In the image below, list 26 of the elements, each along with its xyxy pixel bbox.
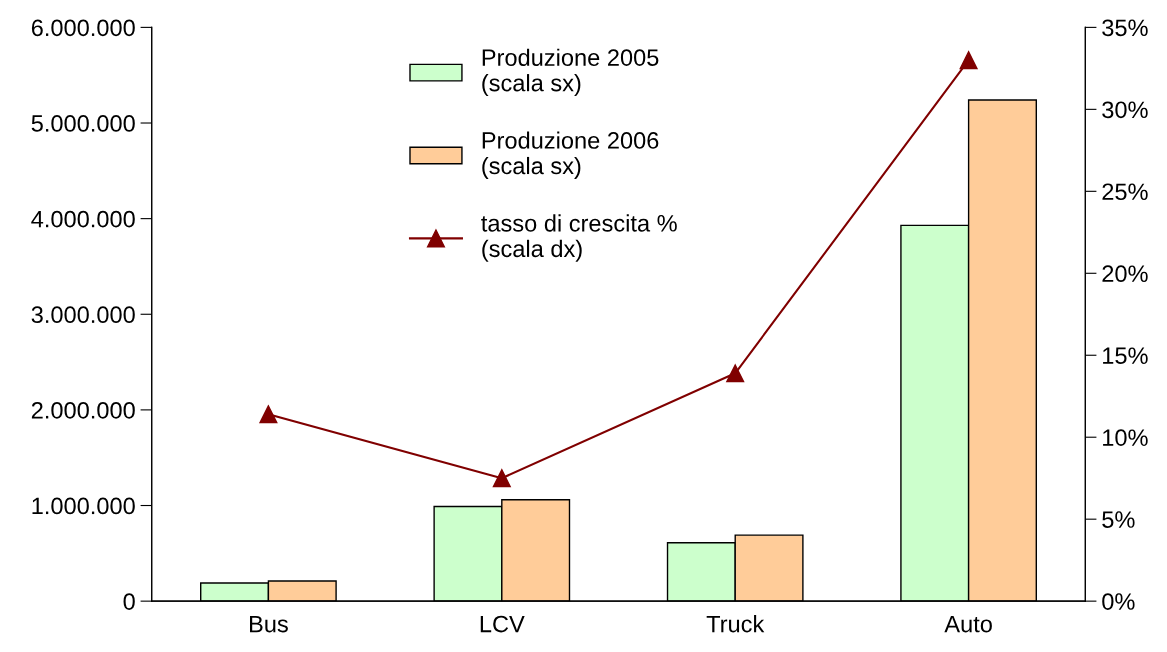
y-tick-label: 4.000.000 [31,210,135,228]
point [259,405,278,424]
y2-tick-label: 15% [1103,347,1148,365]
x-tick-label: Auto [944,615,992,633]
y-tick-label: 5.000.000 [31,115,135,132]
y-tick-label: 3.000.000 [31,306,135,324]
x-tick-label: Bus [250,615,288,633]
y2-tick-label: 25% [1102,183,1148,201]
y-tick-label: 6.000.000 [31,19,135,37]
y-tick-label: 1.000.000 [32,497,135,515]
y2-tick-label: 0% [1102,593,1135,610]
point [492,469,511,488]
x-tick-label: Truck [706,615,765,633]
legend-label: Produzione 2005 (scala sx) [482,48,659,97]
y2-tick-label: 10% [1103,429,1148,446]
point [959,51,978,70]
y2-tick-label: 20% [1102,265,1148,283]
point [726,364,745,383]
y-tick-label: 0 [123,593,135,610]
y2-tick-label: 5% [1102,511,1135,528]
y2-tick-label: 35% [1102,19,1148,37]
x-tick-label: LCV [480,615,525,633]
legend-label: Produzione 2006 (scala sx) [482,131,659,179]
y2-tick-label: 30% [1102,101,1148,119]
y-tick-label: 2.000.000 [31,401,135,419]
legend-label: tasso di crescita % (scala dx) [481,214,677,262]
